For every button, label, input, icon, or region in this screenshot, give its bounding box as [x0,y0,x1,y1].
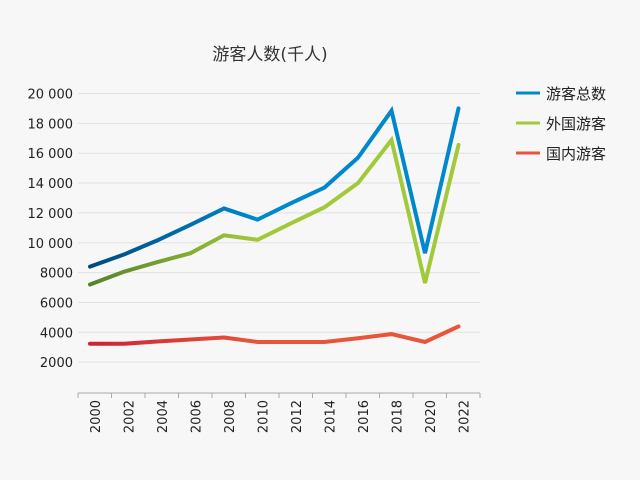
grid [78,93,480,363]
x-tick-label: 2002 [122,400,137,433]
x-tick-label: 2012 [290,400,305,433]
x-tick-label: 2000 [89,400,104,433]
legend-label: 外国游客 [546,115,606,133]
legend-label: 国内游客 [546,145,606,163]
x-tick-label: 2022 [457,400,472,433]
x-tick-label: 2016 [357,400,372,433]
series-lines [88,105,461,346]
y-tick-label: 10 000 [28,237,74,252]
y-tick-label: 18 000 [28,117,74,132]
series-line-1 [88,105,461,269]
x-tick-label: 2006 [189,400,204,433]
y-tick-label: 12 000 [28,207,74,222]
x-tick-label: 2020 [424,400,439,433]
y-tick-label: 6000 [40,296,73,311]
x-tick-label: 2014 [323,400,338,433]
y-axis: 2000 4000 6000 8000 10 000 12 000 14 000 16 000… [28,88,74,372]
y-tick-label: 2000 [40,356,73,371]
legend-label: 游客总数 [546,85,606,103]
y-tick-label: 8000 [40,267,73,282]
x-tick-label: 2018 [390,400,405,433]
x-axis: 2000 2002 2004 2006 2008 2010 2012 2014 2016 2018… [77,392,481,433]
y-tick-label: 14 000 [28,177,74,192]
x-tick-label: 2010 [256,400,271,433]
series-line-3 [88,324,461,346]
y-tick-label: 20 000 [28,88,74,103]
x-tick-label: 2008 [223,400,238,433]
x-tick-label: 2004 [156,400,171,433]
y-tick-label: 16 000 [28,147,74,162]
series-line-2 [88,135,461,287]
chart-title: 游客人数(千人) [212,45,327,65]
y-tick-label: 4000 [40,326,73,341]
